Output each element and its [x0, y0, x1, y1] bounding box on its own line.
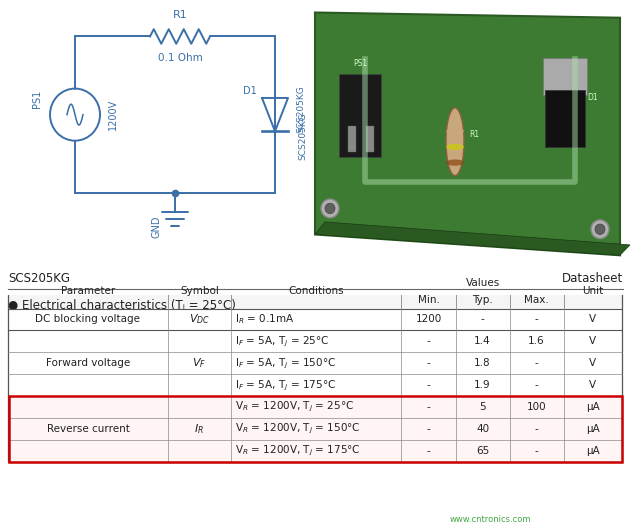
Text: Typ.: Typ. — [472, 295, 493, 305]
Text: PS1: PS1 — [32, 90, 42, 108]
Text: V$_{DC}$: V$_{DC}$ — [189, 312, 210, 327]
Text: 1200: 1200 — [415, 315, 442, 325]
Text: SCS205KG: SCS205KG — [298, 113, 307, 160]
Text: V$_R$ = 1200V, T$_j$ = 25°C: V$_R$ = 1200V, T$_j$ = 25°C — [235, 400, 354, 414]
Ellipse shape — [446, 108, 464, 176]
Text: -: - — [427, 402, 430, 412]
Text: SCS205KG: SCS205KG — [8, 272, 70, 286]
Text: GND: GND — [152, 216, 162, 238]
Bar — [366, 126, 374, 152]
Text: Conditions: Conditions — [288, 286, 344, 296]
Text: PS1: PS1 — [353, 59, 367, 68]
Text: I$_F$ = 5A, T$_j$ = 150°C: I$_F$ = 5A, T$_j$ = 150°C — [235, 356, 336, 371]
Text: -: - — [534, 424, 538, 434]
Text: V: V — [589, 337, 596, 347]
Polygon shape — [315, 13, 620, 255]
Circle shape — [325, 203, 335, 214]
Text: Min.: Min. — [418, 295, 439, 305]
Ellipse shape — [446, 159, 464, 166]
Text: 40: 40 — [476, 424, 489, 434]
Text: V: V — [589, 315, 596, 325]
Text: Parameter: Parameter — [61, 286, 115, 296]
Text: I$_F$ = 5A, T$_j$ = 25°C: I$_F$ = 5A, T$_j$ = 25°C — [235, 334, 329, 349]
Text: -: - — [534, 358, 538, 368]
Text: 65: 65 — [476, 446, 489, 456]
Text: SCS205KG: SCS205KG — [296, 86, 305, 133]
Text: μA: μA — [586, 402, 599, 412]
Text: www.cntronics.com: www.cntronics.com — [449, 515, 531, 524]
Bar — [8, 396, 622, 462]
Text: 1.9: 1.9 — [475, 380, 491, 390]
Bar — [9, 396, 621, 462]
Text: 5: 5 — [479, 402, 486, 412]
Text: 0.1 Ohm: 0.1 Ohm — [158, 53, 203, 63]
Text: D1: D1 — [243, 86, 257, 96]
Text: -: - — [534, 315, 538, 325]
Text: I$_R$ = 0.1mA: I$_R$ = 0.1mA — [235, 312, 294, 327]
Text: -: - — [534, 446, 538, 456]
Bar — [8, 272, 622, 462]
Text: 100: 100 — [527, 402, 546, 412]
Text: -: - — [427, 424, 430, 434]
Text: μA: μA — [586, 446, 599, 456]
Ellipse shape — [446, 128, 464, 135]
Text: V: V — [589, 358, 596, 368]
Circle shape — [595, 224, 605, 235]
Bar — [543, 58, 587, 95]
Text: 1.6: 1.6 — [528, 337, 545, 347]
Bar — [348, 126, 356, 152]
Text: -: - — [481, 315, 485, 325]
Text: 1200V: 1200V — [108, 99, 118, 130]
Text: V$_R$ = 1200V, T$_j$ = 150°C: V$_R$ = 1200V, T$_j$ = 150°C — [235, 422, 360, 437]
Text: -: - — [427, 380, 430, 390]
Text: V: V — [589, 380, 596, 390]
Text: ● Electrical characteristics (Tⱼ = 25°C): ● Electrical characteristics (Tⱼ = 25°C) — [8, 299, 236, 311]
Text: Max.: Max. — [524, 295, 549, 305]
Text: D1: D1 — [587, 93, 598, 102]
Bar — [8, 272, 622, 309]
Text: I$_F$ = 5A, T$_j$ = 175°C: I$_F$ = 5A, T$_j$ = 175°C — [235, 378, 336, 392]
Text: -: - — [427, 337, 430, 347]
Bar — [545, 89, 585, 147]
Text: 1.4: 1.4 — [475, 337, 491, 347]
Text: 1.8: 1.8 — [475, 358, 491, 368]
Text: -: - — [427, 446, 430, 456]
Text: V$_R$ = 1200V, T$_j$ = 175°C: V$_R$ = 1200V, T$_j$ = 175°C — [235, 444, 360, 458]
Ellipse shape — [446, 144, 464, 150]
Text: DC blocking voltage: DC blocking voltage — [35, 315, 141, 325]
Text: -: - — [534, 380, 538, 390]
Text: R1: R1 — [173, 10, 187, 20]
Text: Datasheet: Datasheet — [562, 272, 623, 286]
Text: -: - — [427, 358, 430, 368]
Text: μA: μA — [586, 424, 599, 434]
Polygon shape — [315, 222, 630, 255]
Text: V$_F$: V$_F$ — [192, 357, 206, 370]
Circle shape — [591, 220, 609, 239]
Text: Forward voltage: Forward voltage — [46, 358, 130, 368]
Bar — [339, 74, 381, 157]
Text: Reverse current: Reverse current — [47, 424, 129, 434]
Text: Values: Values — [466, 278, 500, 288]
Text: I$_R$: I$_R$ — [194, 422, 204, 436]
Circle shape — [321, 199, 339, 218]
Text: R1: R1 — [469, 129, 479, 138]
Text: Unit: Unit — [582, 286, 603, 296]
Text: Symbol: Symbol — [180, 286, 219, 296]
